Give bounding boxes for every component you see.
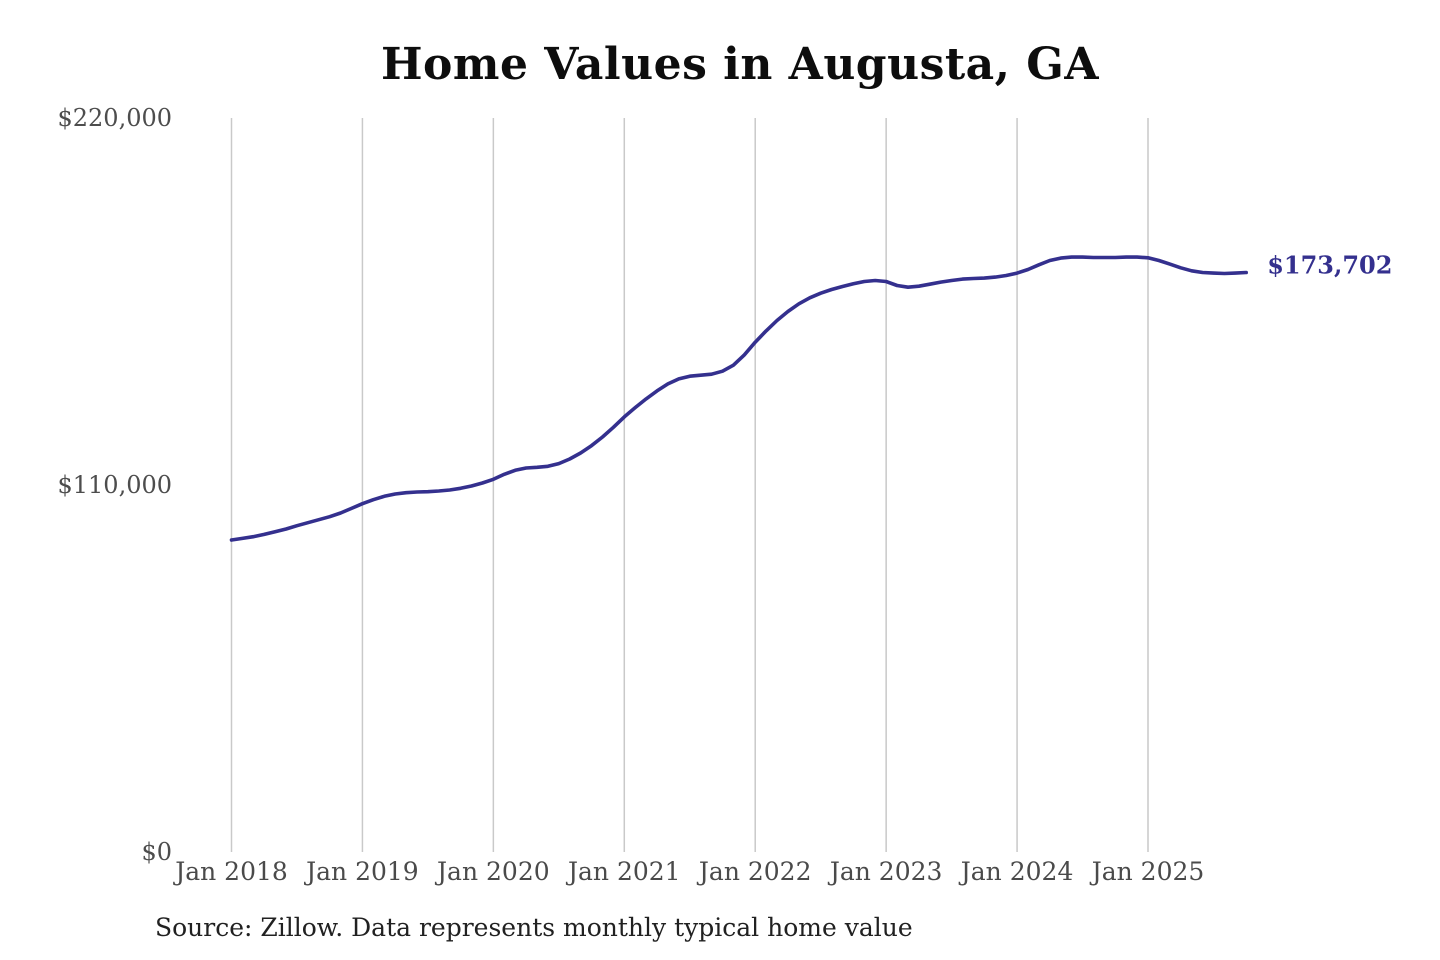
latest-value-label: $173,702	[1267, 250, 1393, 280]
x-tick-label: Jan 2023	[829, 857, 943, 886]
y-tick-label: $0	[141, 838, 172, 866]
x-tick-label: Jan 2022	[698, 857, 812, 886]
x-tick-label: Jan 2020	[437, 857, 550, 886]
chart-title: Home Values in Augusta, GA	[380, 39, 1100, 90]
x-tick-label: Jan 2025	[1091, 857, 1205, 886]
x-tick-label: Jan 2024	[960, 857, 1074, 886]
x-tick-label: Jan 2019	[306, 857, 419, 886]
x-tick-label: Jan 2021	[567, 857, 681, 886]
source-note: Source: Zillow. Data represents monthly …	[155, 913, 913, 942]
y-tick-label: $220,000	[57, 104, 172, 132]
home-value-line	[229, 255, 1248, 542]
x-tick-label: Jan 2018	[175, 857, 288, 886]
y-tick-label: $110,000	[57, 471, 172, 499]
